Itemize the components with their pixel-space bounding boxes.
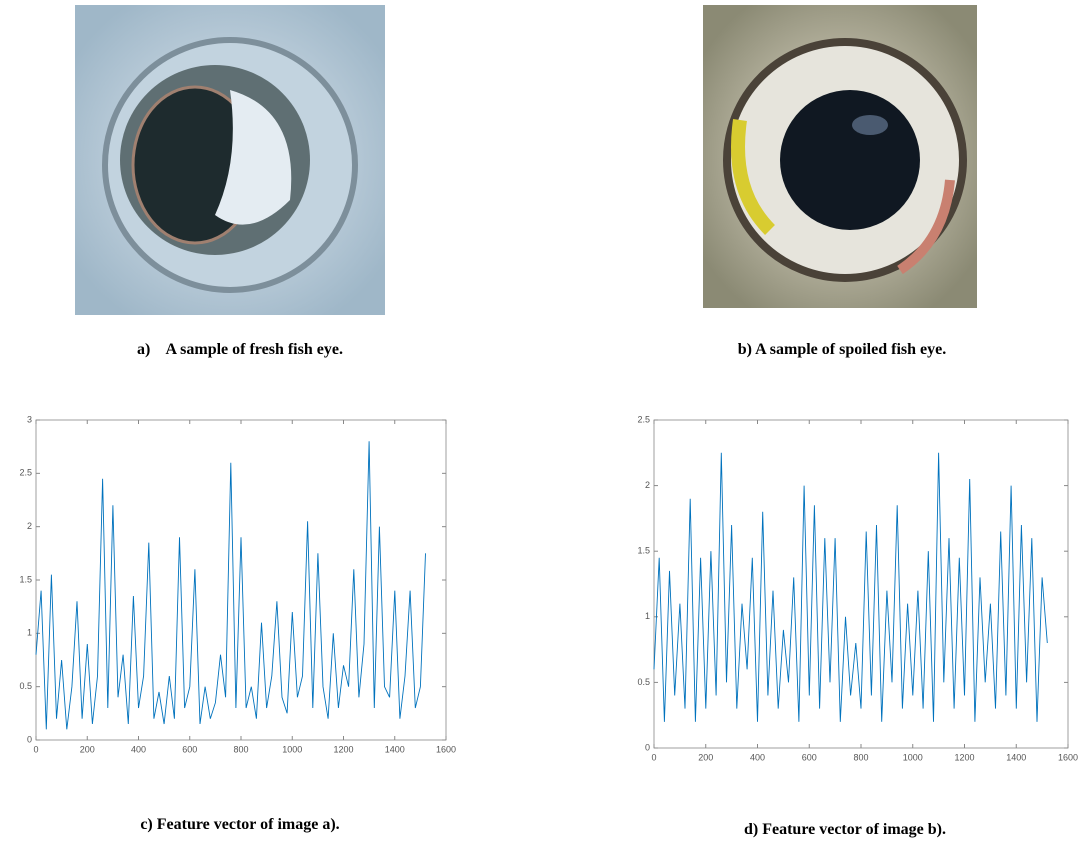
x-tick-label: 1600 xyxy=(1058,752,1078,762)
y-tick-label: 2 xyxy=(27,521,32,531)
x-tick-label: 1600 xyxy=(436,744,456,754)
figure: a) A sample of fresh fish eye. b) A samp… xyxy=(0,0,1088,850)
x-tick-label: 1400 xyxy=(1006,752,1026,762)
x-tick-label: 0 xyxy=(651,752,656,762)
caption: c) Feature vector of image a). xyxy=(140,816,339,833)
x-tick-label: 600 xyxy=(182,744,197,754)
x-tick-label: 1400 xyxy=(385,744,405,754)
y-tick-label: 2 xyxy=(645,480,650,490)
y-tick-label: 2.5 xyxy=(637,414,650,424)
fresh-eye-photo xyxy=(75,5,385,315)
y-tick-label: 0 xyxy=(645,742,650,752)
y-tick-label: 0.5 xyxy=(637,677,650,687)
x-tick-label: 1000 xyxy=(282,744,302,754)
y-tick-label: 0.5 xyxy=(19,681,32,691)
x-tick-label: 0 xyxy=(33,744,38,754)
y-tick-label: 3 xyxy=(27,414,32,424)
y-tick-label: 0 xyxy=(27,734,32,744)
caption: b) A sample of spoiled fish eye. xyxy=(738,341,946,358)
spoiled-eye-photo xyxy=(703,5,977,308)
x-tick-label: 1200 xyxy=(954,752,974,762)
plot-area xyxy=(36,420,446,740)
y-tick-label: 1 xyxy=(27,628,32,638)
caption: a) A sample of fresh fish eye. xyxy=(137,341,343,358)
x-tick-label: 800 xyxy=(853,752,868,762)
y-tick-label: 2.5 xyxy=(19,468,32,478)
y-tick-label: 1.5 xyxy=(19,574,32,584)
figure-canvas: a) A sample of fresh fish eye. b) A samp… xyxy=(0,0,1088,850)
y-tick-label: 1.5 xyxy=(637,546,650,556)
y-tick-label: 1 xyxy=(645,611,650,621)
x-tick-label: 200 xyxy=(80,744,95,754)
x-tick-label: 600 xyxy=(802,752,817,762)
caption: d) Feature vector of image b). xyxy=(744,821,946,838)
x-tick-label: 800 xyxy=(233,744,248,754)
x-tick-label: 200 xyxy=(698,752,713,762)
x-tick-label: 1200 xyxy=(333,744,353,754)
x-tick-label: 400 xyxy=(750,752,765,762)
x-tick-label: 1000 xyxy=(903,752,923,762)
x-tick-label: 400 xyxy=(131,744,146,754)
